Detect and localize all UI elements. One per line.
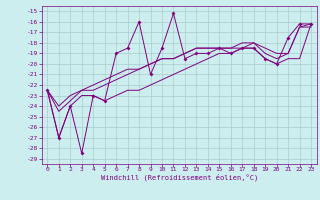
X-axis label: Windchill (Refroidissement éolien,°C): Windchill (Refroidissement éolien,°C) [100,174,258,181]
